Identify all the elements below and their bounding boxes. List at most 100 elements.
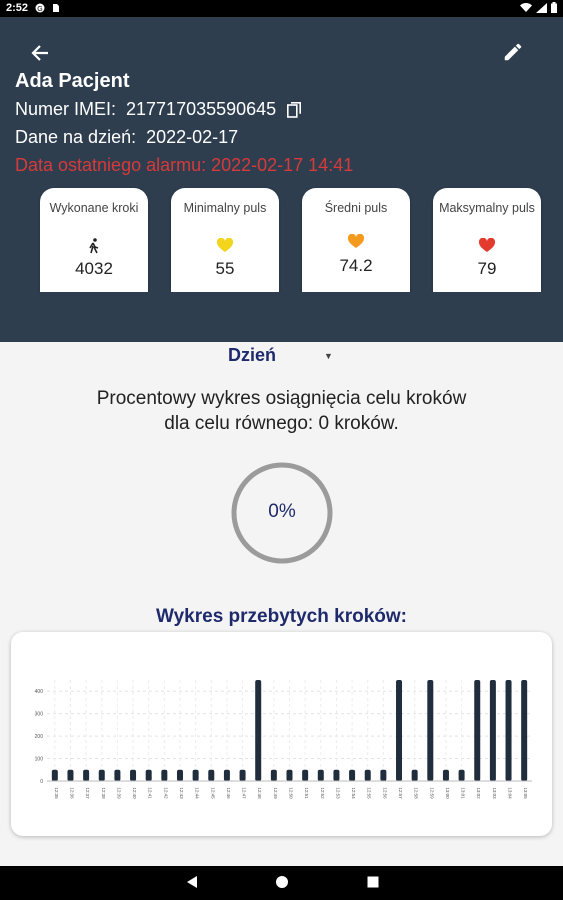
card-label: Maksymalny puls [439,201,535,215]
status-time: 2:52 [6,2,29,14]
imei-value: 217717035590645 [126,99,277,119]
y-tick-label: 300 [35,712,44,718]
x-tick-label: 13:01 [461,787,466,799]
x-tick-label: 12:41 [148,787,153,799]
x-tick-label: 13:04 [508,787,513,799]
stats-cards: Wykonane kroki 4032 Minimalny puls 55 Śr… [40,188,542,310]
x-tick-label: 12:35 [54,787,59,799]
x-tick-label: 13:02 [476,787,481,799]
y-tick-label: 100 [35,757,44,763]
bar [145,769,152,781]
bar [161,769,168,781]
period-selected: Dzień [228,345,277,365]
x-tick-label: 12:42 [163,787,168,799]
steps-chart-card: 0 100 200 300 400 12:35 12:36 12:37 12:38 12:39 12… [11,632,552,836]
bar [458,769,465,781]
max-pulse-card: Maksymalny puls 79 [433,188,541,308]
date-row: Dane na dzień: 2022-02-17 [15,127,238,148]
bar [114,769,121,781]
max-pulse-value: 79 [477,259,497,278]
back-arrow-icon[interactable] [28,41,52,65]
walking-icon [89,238,99,254]
bar [364,769,371,781]
dropdown-arrow-icon: ▼ [324,351,333,361]
y-tick-label: 400 [35,689,44,695]
svg-text:G: G [37,6,42,13]
system-nav-bar [0,866,563,900]
bar [505,680,512,781]
x-tick-label: 12:36 [69,787,74,799]
bar [333,769,340,781]
goal-description: Procentowy wykres osiągnięcia celu krokó… [40,386,523,436]
last-alarm-text: Data ostatniego alarmu: 2022-02-17 14:41 [15,155,354,175]
avg-pulse-value: 74.2 [339,256,373,275]
x-tick-label: 12:53 [335,787,340,799]
bar [411,769,418,781]
goal-progress-ring [231,462,333,564]
back-triangle-icon[interactable] [185,875,199,889]
battery-icon [551,2,557,13]
imei-row: Numer IMEI: 217717035590645 [15,99,302,120]
x-tick-label: 12:52 [320,787,325,799]
bar [239,769,246,781]
x-tick-label: 12:37 [85,787,90,799]
card-label: Minimalny puls [183,201,267,215]
y-tick-label: 0 [40,779,43,785]
x-tick-label: 12:57 [398,787,403,799]
bar [270,769,277,781]
header-wave [0,292,563,340]
bar [396,680,403,781]
steps-bar-chart: 0 100 200 300 400 12:35 12:36 12:37 12:38 12:39 12… [35,680,532,799]
imei-label: Numer IMEI: [15,99,117,119]
min-pulse-value: 55 [215,259,235,278]
x-tick-label: 12:56 [382,787,387,799]
x-tick-label: 12:48 [257,787,262,799]
date-label: Dane na dzień: [15,127,137,147]
y-tick-label: 200 [35,734,44,740]
bar [302,769,309,781]
recents-square-icon[interactable] [366,875,380,889]
bar [83,769,90,781]
min-pulse-card: Minimalny puls 55 [171,188,279,308]
bar [317,769,324,781]
period-dropdown[interactable]: Dzień ▼ [228,345,338,367]
x-tick-label: 12:40 [132,787,137,799]
goal-line-2: dla celu równego: 0 kroków. [164,413,399,434]
x-tick-label: 12:46 [226,787,231,799]
x-tick-label: 12:50 [289,787,294,799]
bar [255,680,262,781]
card-label: Średni puls [324,201,388,215]
wifi-icon [520,2,532,12]
bar [176,769,183,781]
x-tick-label: 12:38 [101,787,106,799]
goal-line-1: Procentowy wykres osiągnięcia celu krokó… [96,388,467,409]
bar [474,680,481,781]
bar [98,769,105,781]
x-tick-label: 12:49 [273,787,278,799]
home-circle-icon[interactable] [275,875,289,889]
heart-yellow-icon [216,238,234,252]
bar [349,769,356,781]
status-bar: 2:52 G [0,0,563,17]
notification-g-icon: G [35,3,45,13]
x-tick-label: 12:45 [210,787,215,799]
bar [67,769,74,781]
steps-value: 4032 [75,259,113,278]
x-tick-label: 12:43 [179,787,184,799]
signal-icon [536,2,547,13]
card-label: Wykonane kroki [49,201,139,215]
goal-percent: 0% [268,501,296,522]
edit-pencil-icon[interactable] [502,41,524,63]
bar [286,769,293,781]
x-tick-label: 12:47 [242,787,247,799]
bar [521,680,528,781]
x-tick-label: 12:39 [116,787,121,799]
x-tick-label: 12:51 [304,787,309,799]
bar [208,769,215,781]
status-icons [520,2,557,13]
x-tick-label: 12:59 [429,787,434,799]
date-value: 2022-02-17 [146,127,239,147]
copy-icon[interactable] [287,102,302,119]
x-tick-label: 12:54 [351,787,356,799]
x-tick-label: 13:05 [523,787,528,799]
